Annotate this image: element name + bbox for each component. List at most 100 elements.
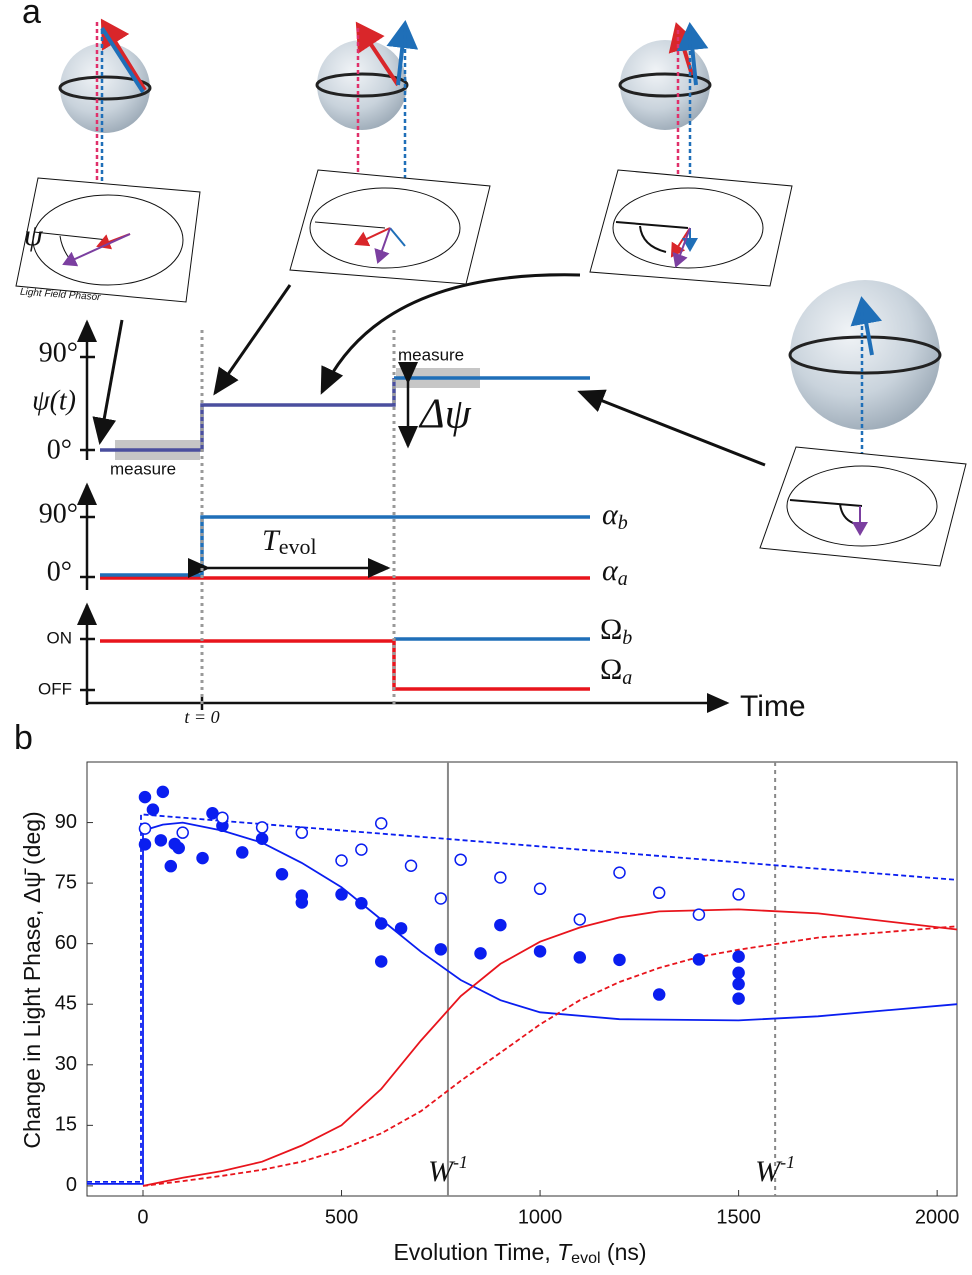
reference-label-sup: -1 [780,1152,795,1172]
t-evol-main: T [262,524,281,557]
data-point [138,822,152,835]
x-label-part: evol [571,1250,600,1267]
plot-frame [86,761,958,1197]
bloch-sphere [788,280,942,530]
data-point [652,886,666,900]
curve [87,821,958,1185]
bloch-sphere [58,18,152,240]
panel-label: b [14,719,33,757]
data-point [394,922,408,935]
alpha-timing: 90° 0° Tevol αb αa [39,482,628,590]
phasor-plane [589,169,793,287]
data-point [236,846,249,859]
x-tick-label: 2000 [915,1206,960,1228]
reference-label-main: W [755,1155,783,1188]
measure-label: measure [398,345,464,364]
data-point [573,913,587,926]
data-point [172,841,185,855]
tick-label: OFF [38,679,72,698]
alpha-main: α [602,498,619,531]
psi-label: ψ [24,219,44,252]
x-tick-label: 0 [137,1206,148,1228]
phasor-plane [759,446,967,567]
y-tick-label: 75 [55,871,77,893]
reference-label-sup: -1 [453,1152,468,1172]
data-point [374,817,388,830]
bloch-sphere [618,22,712,250]
omega-main: Ω [600,653,622,686]
omega-b-label: Ωb [600,613,632,649]
t-evol-sub: evol [279,534,317,559]
tick-label: 0° [47,434,72,465]
y-tick-label: 15 [55,1114,77,1136]
data-point [404,859,418,873]
alpha-b-label: αb [602,498,628,534]
data-point [295,896,309,909]
measure-label: measure [110,459,176,478]
x-label-part: T [557,1239,573,1265]
x-tick-label: 500 [325,1206,358,1228]
data-point [732,992,745,1005]
delta-psi-label: Δψ [418,392,472,438]
data-point [295,826,309,839]
data-point [533,882,547,896]
data-point [454,853,467,866]
x-tick-label: 1500 [716,1206,761,1228]
alpha-a-label: αa [602,554,628,590]
curve [142,908,958,1187]
reference-label: W-1 [428,1152,468,1188]
x-label-part: Evolution Time, [393,1239,557,1265]
x-tick-label: 1000 [518,1206,563,1228]
data-point [154,834,168,847]
tick-label: 90° [39,498,78,529]
phasor-plane [15,177,201,303]
data-point [255,821,269,834]
axis-label: ψ(t) [32,385,76,416]
data-point [374,917,388,930]
data-point [533,945,547,958]
panel-a: a ψ Light Field Phasor [15,0,967,727]
bloch-sphere [315,20,419,245]
data-point [732,966,745,979]
t-zero-label: t = 0 [184,707,219,727]
y-tick-label: 90 [55,811,77,833]
data-point [216,811,229,824]
y-axis-label: Change in Light Phase, Δψ̄ (deg) [19,811,45,1148]
omega-sub: b [622,627,632,649]
data-point [255,832,269,845]
data-point [374,955,388,968]
data-point [434,892,448,905]
data-point [692,908,706,921]
phasor-plane [289,169,491,285]
reference-label-main: W [428,1155,456,1188]
omega-sub: a [622,667,632,689]
data-point [355,843,368,856]
alpha-sub: b [618,512,628,534]
alpha-sub: a [618,568,628,590]
reference-label: W-1 [755,1152,795,1188]
data-point [335,888,348,901]
data-point [146,803,160,816]
y-tick-label: 0 [66,1174,77,1196]
curve [87,813,958,1183]
panel-label: a [22,0,41,31]
data-point [573,951,587,964]
time-label: Time [740,690,806,723]
tick-label: 0° [47,556,72,587]
alpha-main: α [602,554,619,587]
omega-a-label: Ωa [600,653,632,689]
curve [142,925,958,1187]
data-point [613,953,626,967]
data-point [355,897,368,910]
connector-arrow [92,273,766,467]
t-evol-label: Tevol [262,524,317,559]
data-point [196,851,209,865]
x-label-part: (ns) [601,1239,647,1265]
data-point [613,866,626,879]
data-point [732,977,745,991]
data-point [156,785,170,799]
data-point [434,943,448,956]
